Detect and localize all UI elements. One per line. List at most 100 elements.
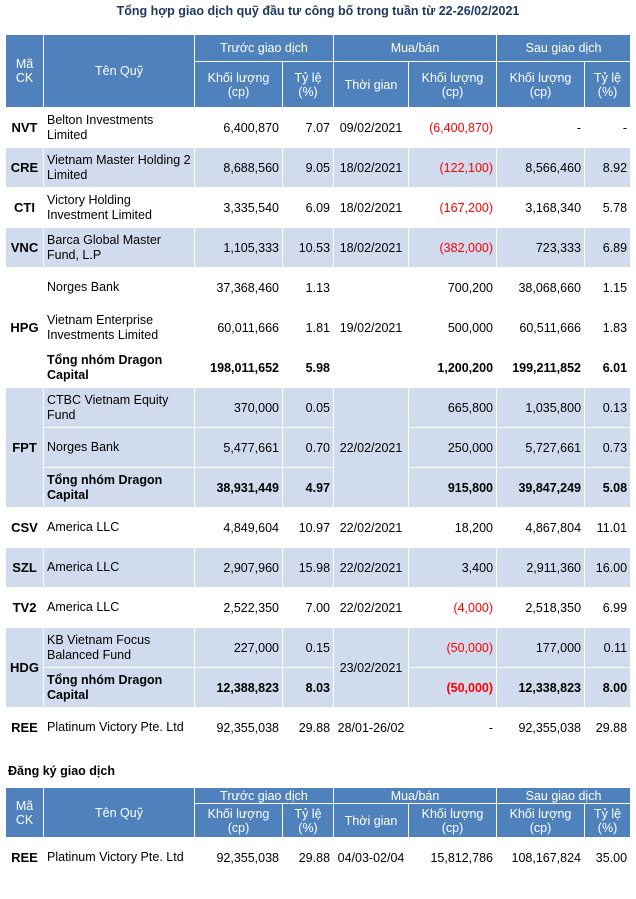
volume-after: - xyxy=(496,107,586,148)
volume-before: 60,011,666 xyxy=(194,307,283,348)
trade-volume: 18,200 xyxy=(408,507,498,548)
ratio-after: 6.99 xyxy=(584,587,632,628)
table-row: NVT Belton Investments Limited 6,400,870… xyxy=(5,107,632,148)
header-ty-le-truoc: Tỷ lệ (%) xyxy=(281,803,335,838)
volume-after: 38,068,660 xyxy=(496,267,586,308)
stock-code: REE xyxy=(5,837,44,878)
header-khoi-luong-sau: Khối lượng (cp) xyxy=(496,61,586,108)
volume-before: 6,400,870 xyxy=(194,107,283,148)
trade-volume: 665,800 xyxy=(408,387,498,428)
volume-before: 92,355,038 xyxy=(194,707,283,748)
trade-volume: 15,812,786 xyxy=(408,837,498,878)
header-ten-quy: Tên Quỹ xyxy=(43,34,195,108)
ratio-before: 10.97 xyxy=(281,507,335,548)
volume-after: 2,911,360 xyxy=(496,547,586,588)
trade-volume: 3,400 xyxy=(408,547,498,588)
ratio-after: 5.08 xyxy=(584,467,632,508)
table-row-total: Tổng nhóm Dragon Capital 12,388,823 8.03… xyxy=(6,667,632,708)
section-title-dang-ky: Đăng ký giao dịch xyxy=(8,764,115,778)
table-row: REE Platinum Victory Pte. Ltd 92,355,038… xyxy=(5,837,632,878)
volume-after: 8,566,460 xyxy=(496,147,586,188)
fund-name: America LLC xyxy=(43,507,195,548)
ratio-after: 16.00 xyxy=(584,547,632,588)
header-khoi-luong-truoc: Khối lượng (cp) xyxy=(194,61,283,108)
ratio-before: 10.53 xyxy=(281,227,335,268)
stock-code: REE xyxy=(5,707,44,748)
trade-volume: 700,200 xyxy=(408,267,498,308)
ratio-after: 11.01 xyxy=(584,507,632,548)
header-mua-ban: Mua/bán xyxy=(333,34,498,62)
page-title: Tổng hợp giao dịch quỹ đầu tư công bố tr… xyxy=(116,4,520,18)
ratio-after: 8.00 xyxy=(584,667,632,708)
stock-code: NVT xyxy=(5,107,44,148)
ratio-before: 1.81 xyxy=(281,307,335,348)
table-row: Vietnam Enterprise Investments Limited 6… xyxy=(6,307,632,348)
table-row: CSV America LLC 4,849,604 10.97 22/02/20… xyxy=(5,507,632,548)
volume-before: 2,522,350 xyxy=(194,587,283,628)
ratio-after: 6.89 xyxy=(584,227,632,268)
stock-code: CSV xyxy=(5,507,44,548)
fund-transactions-table: Mã CK Tên Quỹ Trước giao dịch Mua/bán Sa… xyxy=(5,34,632,748)
ratio-after: 8.92 xyxy=(584,147,632,188)
header-ty-le-sau: Tỷ lệ (%) xyxy=(584,803,632,838)
volume-before: 198,011,652 xyxy=(194,347,283,388)
trade-time: 18/02/2021 xyxy=(333,147,410,188)
volume-after: 39,847,249 xyxy=(496,467,586,508)
fund-name: Barca Global Master Fund, L.P xyxy=(43,227,195,268)
table-row: VNC Barca Global Master Fund, L.P 1,105,… xyxy=(5,227,632,268)
ratio-after: 29.88 xyxy=(584,707,632,748)
header-khoi-luong-mua-ban: Khối lượng (cp) xyxy=(408,803,498,838)
trade-volume: (50,000) xyxy=(408,627,498,668)
trade-time: 22/02/2021 xyxy=(333,547,410,588)
volume-before: 3,335,540 xyxy=(194,187,283,228)
ratio-after: 35.00 xyxy=(584,837,632,878)
trade-time: 23/02/2021 xyxy=(333,627,410,708)
header-truoc-giao-dich: Trước giao dịch xyxy=(193,787,335,804)
fund-name: Tổng nhóm Dragon Capital xyxy=(43,347,195,388)
trade-time: 18/02/2021 xyxy=(333,227,410,268)
header-thoi-gian: Thời gian xyxy=(333,61,410,108)
ratio-before: 5.98 xyxy=(281,347,335,388)
trade-volume: (122,100) xyxy=(408,147,498,188)
trade-volume: - xyxy=(408,707,498,748)
volume-before: 12,388,823 xyxy=(194,667,283,708)
header-ty-le-sau: Tỷ lệ (%) xyxy=(584,61,632,108)
ratio-before: 7.07 xyxy=(281,107,335,148)
volume-after: 60,511,666 xyxy=(496,307,586,348)
ratio-before: 6.09 xyxy=(281,187,335,228)
table-row: CTI Victory Holding Investment Limited 3… xyxy=(5,187,632,228)
ratio-before: 15.98 xyxy=(281,547,335,588)
trade-time: 22/02/2021 xyxy=(333,507,410,548)
registration-table: Mã CK Tên Quỹ Trước giao dịch Mua/bán Sa… xyxy=(5,787,632,878)
ratio-before: 8.03 xyxy=(281,667,335,708)
fund-name: CTBC Vietnam Equity Fund xyxy=(43,387,195,428)
trade-time: 19/02/2021 xyxy=(333,267,410,388)
ratio-before: 0.70 xyxy=(281,427,335,468)
stock-code: CRE xyxy=(5,147,44,188)
trade-volume: 1,200,200 xyxy=(408,347,498,388)
table-row: TV2 America LLC 2,522,350 7.00 22/02/202… xyxy=(5,587,632,628)
volume-after: 3,168,340 xyxy=(496,187,586,228)
header-ma-ck: Mã CK xyxy=(5,34,44,108)
fund-name: Platinum Victory Pte. Ltd xyxy=(43,837,195,878)
fund-name: Vietnam Master Holding 2 Limited xyxy=(43,147,195,188)
volume-before: 37,368,460 xyxy=(194,267,283,308)
header-khoi-luong-mua-ban: Khối lượng (cp) xyxy=(408,61,498,108)
volume-before: 370,000 xyxy=(194,387,283,428)
ratio-before: 4.97 xyxy=(281,467,335,508)
fund-name: Tổng nhóm Dragon Capital xyxy=(43,667,195,708)
volume-after: 1,035,800 xyxy=(496,387,586,428)
fund-name: Norges Bank xyxy=(43,267,195,308)
ratio-after: 6.01 xyxy=(584,347,632,388)
fund-name: Belton Investments Limited xyxy=(43,107,195,148)
volume-after: 199,211,852 xyxy=(496,347,586,388)
table-row: HPG Norges Bank 37,368,460 1.13 19/02/20… xyxy=(5,267,632,388)
fund-name: Platinum Victory Pte. Ltd xyxy=(43,707,195,748)
header-ma-ck: Mã CK xyxy=(5,787,44,838)
ratio-before: 7.00 xyxy=(281,587,335,628)
volume-after: 12,338,823 xyxy=(496,667,586,708)
volume-before: 8,688,560 xyxy=(194,147,283,188)
stock-code: VNC xyxy=(5,227,44,268)
ratio-after: 0.13 xyxy=(584,387,632,428)
header-sau-giao-dich: Sau giao dịch xyxy=(496,787,632,804)
